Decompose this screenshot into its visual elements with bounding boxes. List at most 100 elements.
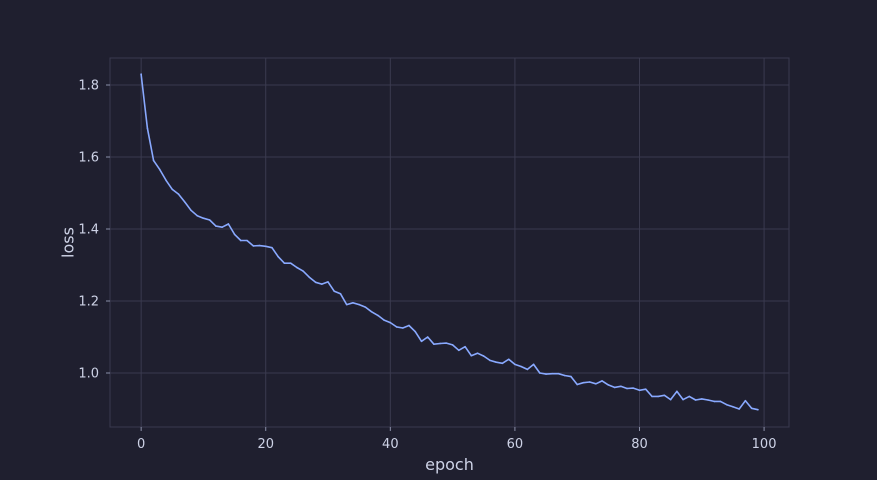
loss-data-point (246, 239, 248, 242)
loss-data-point (183, 201, 186, 203)
loss-data-point (159, 168, 161, 171)
loss-data-point (669, 398, 672, 401)
loss-data-point (433, 343, 435, 346)
loss-series-line (140, 73, 759, 411)
plot-area-frame (109, 57, 790, 428)
loss-data-point (663, 394, 666, 397)
loss-data-point (632, 387, 635, 389)
loss-data-point (146, 127, 149, 129)
loss-data-point (470, 354, 473, 357)
y-tick-label: 1.8 (78, 79, 99, 94)
loss-data-point (514, 363, 516, 366)
loss-data-point (458, 349, 460, 352)
loss-data-point (196, 214, 199, 217)
loss-data-point (352, 302, 354, 304)
grid (110, 58, 789, 427)
loss-data-point (240, 239, 242, 242)
x-tick-label: 20 (257, 437, 274, 452)
loss-data-point (252, 245, 255, 247)
loss-data-point (651, 395, 653, 398)
loss-data-point (539, 372, 541, 374)
loss-data-point (713, 400, 716, 403)
loss-data-point (700, 398, 703, 400)
loss-data-point (638, 389, 641, 392)
y-tick-label: 1.2 (78, 295, 99, 310)
loss-data-point (532, 363, 535, 366)
loss-data-point (744, 399, 747, 402)
x-tick-label: 100 (752, 437, 777, 452)
loss-data-point (202, 217, 205, 219)
loss-data-point (171, 188, 174, 191)
loss-data-point (320, 283, 323, 285)
loss-data-point (401, 327, 404, 329)
loss-data-point (607, 384, 610, 386)
loss-data-point (420, 340, 423, 343)
loss-data-point (296, 266, 298, 269)
loss-data-point (370, 311, 373, 313)
loss-data-point (271, 246, 273, 249)
loss-data-point (657, 395, 659, 398)
loss-data-point (682, 398, 684, 401)
x-tick-label: 0 (137, 437, 145, 452)
loss-data-point (364, 306, 367, 308)
loss-data-point (345, 303, 348, 306)
loss-data-point (414, 330, 417, 333)
loss-data-point (140, 73, 142, 75)
loss-data-point (177, 193, 180, 195)
loss-data-point (227, 223, 230, 225)
loss-data-point (190, 209, 192, 212)
loss-data-point (676, 390, 678, 393)
loss-data-point (308, 276, 311, 279)
loss-data-point (476, 352, 479, 355)
loss-data-point (152, 159, 155, 162)
loss-data-point (215, 225, 217, 227)
loss-data-point (482, 355, 485, 357)
loss-data-point (520, 365, 522, 368)
y-tick-label: 1.6 (78, 151, 99, 166)
loss-data-point (221, 226, 223, 228)
loss-data-point (377, 314, 379, 317)
loss-data-point (526, 368, 529, 371)
loss-data-point (738, 408, 740, 410)
loss-data-point (707, 399, 709, 401)
loss-data-point (545, 373, 547, 375)
loss-data-point (208, 219, 211, 221)
loss-data-point (339, 293, 342, 295)
loss-data-point (620, 385, 622, 388)
loss-data-point (570, 375, 572, 378)
loss-data-point (333, 290, 336, 293)
x-tick-label: 40 (382, 437, 399, 452)
loss-data-point (582, 381, 585, 384)
loss-data-point (289, 262, 292, 265)
loss-data-point (725, 403, 728, 406)
loss-data-point (258, 244, 261, 247)
loss-data-point (327, 281, 329, 283)
loss-data-point (595, 383, 597, 385)
loss-data-point (233, 233, 236, 236)
y-tick-label: 1.4 (78, 223, 99, 238)
series-layer (140, 73, 759, 411)
loss-data-point (644, 388, 647, 391)
loss-data-point (283, 262, 286, 265)
loss-data-point (408, 324, 410, 327)
loss-data-point (576, 383, 579, 386)
loss-data-point (464, 345, 466, 348)
loss-data-point (389, 321, 392, 324)
loss-data-point (495, 361, 498, 364)
x-tick-label: 80 (631, 437, 648, 452)
loss-data-point (551, 372, 554, 375)
axis-ticks: 0 20 40 60 80 100 1.0 1.2 1.4 1.6 1.8 (78, 79, 776, 453)
x-axis-title: epoch (425, 455, 474, 474)
y-tick-label: 1.0 (78, 367, 99, 382)
loss-data-point (358, 303, 360, 306)
loss-data-point (694, 399, 697, 401)
x-tick-label: 60 (507, 437, 524, 452)
loss-data-point (445, 342, 448, 344)
loss-data-point (439, 342, 441, 345)
loss-data-point (507, 358, 510, 361)
loss-data-point (719, 400, 722, 403)
loss-data-point (165, 179, 167, 182)
